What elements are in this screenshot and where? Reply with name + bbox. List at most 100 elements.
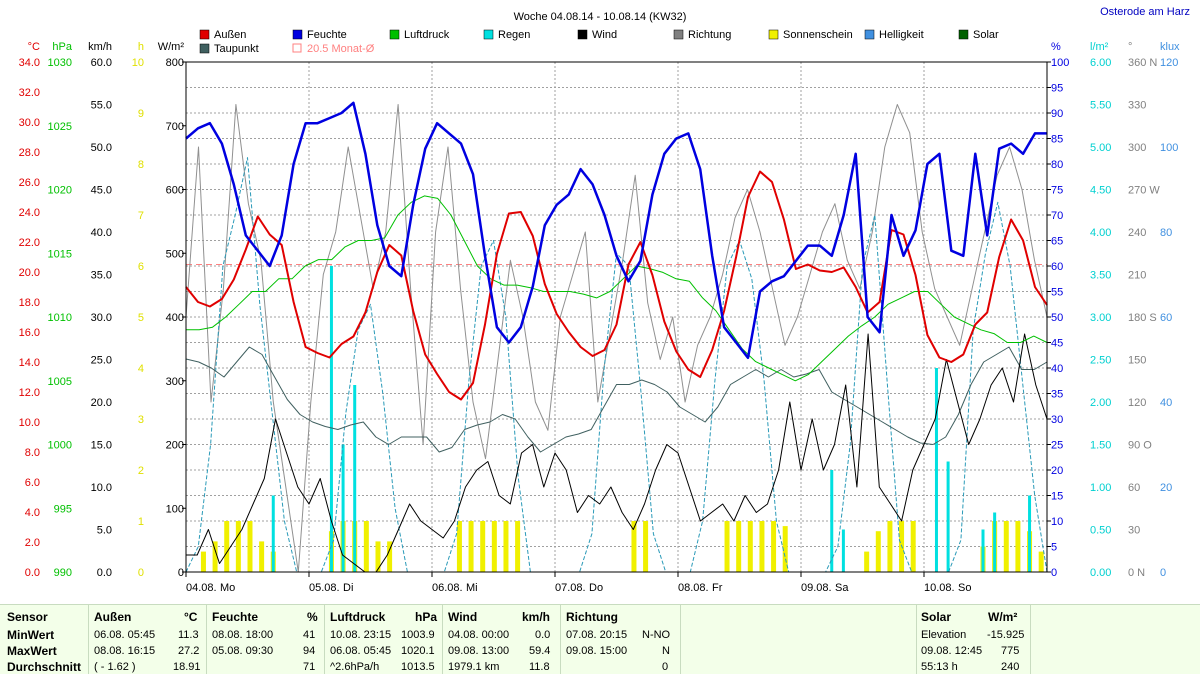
axis-tick-label: 360 N [1128,57,1157,69]
bar-sonnenschein [387,541,393,572]
avg-feuchte-value: 71 [303,661,316,673]
axis-unit-klux: klux [1160,41,1180,53]
axis-tick-label: 1030 [48,57,72,69]
legend-label-luftdruck: Luftdruck [404,29,450,41]
bar-sonnenschein [235,521,241,572]
bar-sonnenschein [375,541,381,572]
legend-label-richtung: Richtung [688,29,731,41]
axis-tick-label: 4.0 [25,507,40,519]
stats-table: Sensor Außen °C Feuchte % Luftdruck hPa … [0,604,1200,674]
bar-regen [329,266,333,572]
bar-sonnenschein [875,531,881,572]
series-line-feuchte [185,101,1047,360]
axis-tick-label: 45.0 [91,185,112,197]
min-luftdruck-time: 10.08. 23:15 [330,629,392,641]
axis-tick-label: 34.0 [19,57,40,69]
header-wind: Wind [448,610,478,624]
bar-sonnenschein [456,521,462,572]
axis-tick-label: 10 [132,57,144,69]
bar-sonnenschein [247,521,253,572]
legend-swatch [199,43,210,54]
plot-frame [185,61,1048,573]
axis-tick-label: 3.50 [1090,270,1111,282]
x-tick-day: Mo [220,582,235,594]
axis-tick-label: 150 [1128,355,1146,367]
legend-label-solar: Solar [973,29,999,41]
axis-tick-label: 20 [1051,465,1063,477]
axis-tick-label: 4.50 [1090,185,1111,197]
bar-sonnenschein [643,521,649,572]
series-line-luftdruck [186,195,1048,382]
header-solar-unit: W/m² [988,610,1018,624]
bar-sonnenschein [480,521,486,572]
axis-tick-label: 100 [1160,142,1178,154]
axis-tick-label: 0 [1051,567,1057,579]
axis-tick-label: 800 [166,57,184,69]
bar-sonnenschein [631,521,637,572]
bar-sonnenschein [736,521,742,572]
axis-tick-label: 700 [166,121,184,133]
axis-tick-label: 4.00 [1090,227,1111,239]
bar-sonnenschein [1038,551,1044,572]
axis-tick-label: 1025 [48,121,72,133]
bar-sonnenschein [212,541,218,572]
legend-label-aussen: Außen [214,29,246,41]
axis-tick-label: 24.0 [19,207,40,219]
max-solar-value: 775 [1001,645,1020,657]
axis-tick-label: 0 [1160,567,1166,579]
axis-tick-label: 22.0 [19,237,40,249]
bar-regen [353,385,357,572]
axis-tick-label: 95 [1051,83,1063,95]
axis-tick-label: 1.50 [1090,440,1111,452]
axis-tick-label: 8 [138,159,144,171]
x-tick-date: 08.08. [678,582,709,594]
sunshine-duration: 55:13 h [921,661,958,673]
axis-tick-label: 30.0 [91,312,112,324]
bar-regen [830,470,834,572]
axis-tick-label: 5 [138,312,144,324]
axis-tick-label: 40 [1051,363,1063,375]
axis-tick-label: 0 [178,567,184,579]
series-line-taupunkt [185,346,1048,453]
axis-tick-label: 90 O [1128,440,1152,452]
bar-sonnenschein [259,541,265,572]
axis-tick-label: 5.0 [97,525,112,537]
axis-unit-: ° [1128,41,1132,53]
axis-tick-label: 12.0 [19,387,40,399]
axis-tick-label: 0.50 [1090,525,1111,537]
max-wind-value: 59.4 [529,645,551,657]
max-solar-time: 09.08. 12:45 [921,645,983,657]
axis-unit-h: h [138,41,144,53]
axis-tick-label: 400 [166,312,184,324]
legend-swatch [483,29,494,40]
legend-swatch [292,29,303,40]
bar-sonnenschein [491,521,497,572]
axis-tick-label: 5.00 [1090,142,1111,154]
bar-sonnenschein [468,521,474,572]
axis-tick-label: 80 [1051,159,1063,171]
x-tick-day: Mi [466,582,478,594]
axis-tick-label: 5 [1051,542,1057,554]
bar-regen [993,512,997,572]
axis-tick-label: 270 W [1128,185,1160,197]
max-richtung-time: 09.08. 15:00 [566,645,628,657]
max-wind-time: 09.08. 13:00 [448,645,510,657]
axis-tick-label: 3.00 [1090,312,1111,324]
bar-sonnenschein [747,521,753,572]
axis-unit-: % [1051,41,1061,53]
axis-tick-label: 1.00 [1090,482,1111,494]
axis-tick-label: 40 [1160,397,1172,409]
axis-tick-label: 20.0 [19,267,40,279]
header-feuchte-unit: % [307,610,318,624]
row-label: MinWert [7,628,55,642]
row-label: Durchschnitt [7,660,82,674]
location-label: Osterode am Harz [1100,6,1190,18]
axis-tick-label: 30.0 [19,117,40,129]
avg-aussen-value: 18.91 [173,661,201,673]
avg-richtung-value: 0 [662,661,669,673]
axis-tick-label: 180 S [1128,312,1157,324]
series-line-aussen [185,170,1048,401]
axis-tick-label: 40.0 [91,227,112,239]
axis-tick-label: 9 [138,108,144,120]
axis-tick-label: 1010 [48,312,72,324]
